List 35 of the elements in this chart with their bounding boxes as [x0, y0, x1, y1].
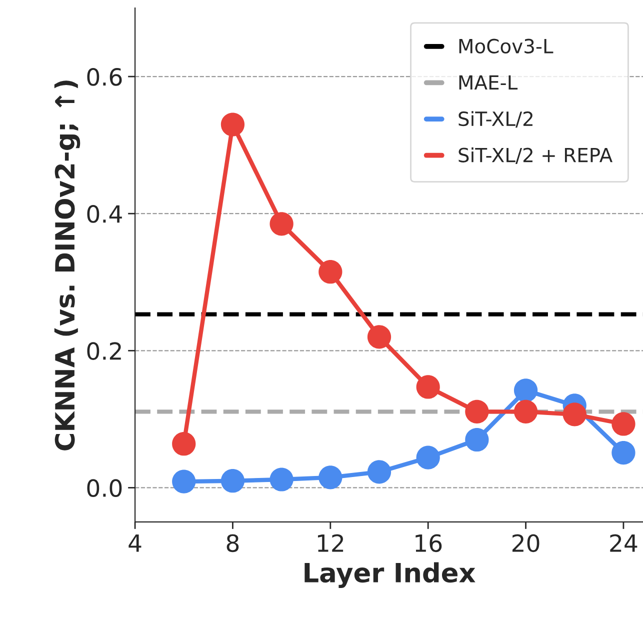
- x-tick-label: 4: [128, 534, 142, 552]
- legend-label: SiT-XL/2 + REPA: [458, 147, 612, 164]
- point: [220, 469, 245, 493]
- point: [612, 412, 636, 436]
- y-tick-label: 0.4: [87, 205, 122, 223]
- x-axis-title: Layer Index: [304, 562, 476, 588]
- point: [465, 428, 489, 452]
- point: [562, 402, 586, 426]
- point: [367, 460, 392, 484]
- point: [416, 375, 440, 399]
- y-tick-label: 0.2: [87, 342, 121, 360]
- point: [318, 260, 342, 284]
- point: [172, 470, 196, 494]
- legend-label: MAE-L: [459, 75, 518, 90]
- legend-label: SiT-XL/2: [458, 111, 532, 128]
- x-tick-label: 20: [512, 534, 540, 552]
- x-tick-label: 16: [416, 534, 442, 552]
- point: [514, 400, 538, 424]
- point: [172, 432, 196, 456]
- point: [465, 400, 489, 424]
- legend-label: MoCov3-L: [459, 38, 554, 54]
- point: [270, 212, 294, 236]
- point: [514, 378, 538, 402]
- x-tick-label: 12: [318, 534, 344, 552]
- point: [416, 446, 440, 470]
- point: [612, 440, 636, 465]
- point: [318, 466, 342, 490]
- point: [270, 468, 294, 492]
- point: [220, 112, 245, 136]
- x-tick-label: 24: [610, 534, 638, 552]
- y-tick-label: 0.0: [87, 479, 122, 498]
- y-tick-label: 0.6: [87, 68, 122, 86]
- x-tick-label: 8: [226, 534, 239, 552]
- point: [367, 325, 392, 349]
- y-axis-title: CKNNA (vs. DINOv2-g; ↑): [54, 80, 80, 450]
